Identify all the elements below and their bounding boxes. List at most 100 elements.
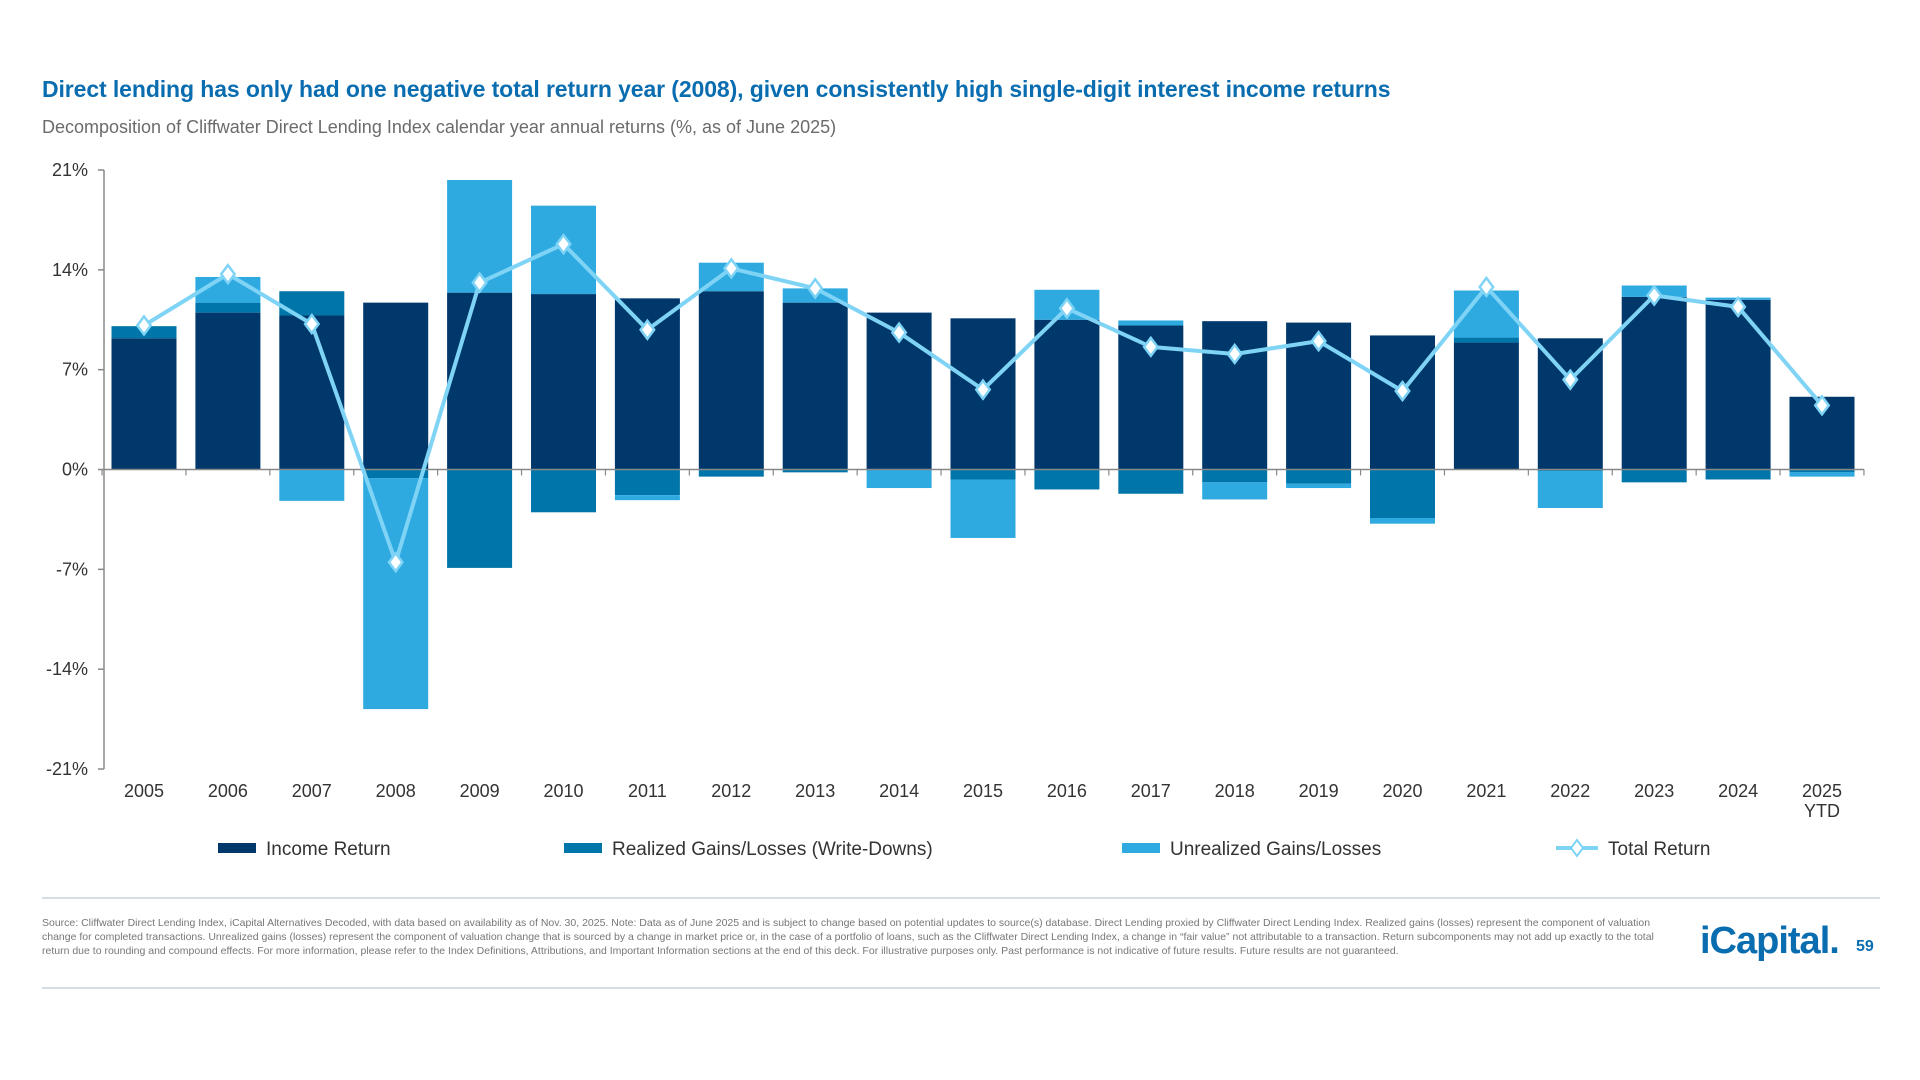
bar-segment-realized-gains-losses-write-downs-	[1118, 469, 1184, 494]
x-tick-label: 2006	[208, 781, 248, 801]
bar-segment-unrealized-gains-losses	[950, 479, 1016, 538]
x-tick-label: 2005	[124, 781, 164, 801]
x-tick-label: 2010	[543, 781, 583, 801]
bar-segment-income-return	[1705, 299, 1771, 470]
bar-segment-realized-gains-losses-write-downs-	[195, 302, 261, 313]
footnote: Source: Cliffwater Direct Lending Index,…	[42, 917, 1654, 957]
total-return-marker	[135, 314, 153, 337]
x-tick-label: 2021	[1466, 781, 1506, 801]
x-tick-label: 2023	[1634, 781, 1674, 801]
x-tick-label: YTD	[1804, 801, 1840, 821]
bar-segment-realized-gains-losses-write-downs-	[1621, 469, 1687, 483]
x-tick-label: 2024	[1718, 781, 1758, 801]
bar-segment-unrealized-gains-losses	[279, 469, 345, 501]
total-return-marker	[1310, 330, 1327, 353]
bar-segment-realized-gains-losses-write-downs-	[1286, 469, 1352, 484]
bar-segment-unrealized-gains-losses	[1537, 470, 1603, 509]
bar-segment-realized-gains-losses-write-downs-	[1705, 469, 1771, 480]
bar-segment-realized-gains-losses-write-downs-	[950, 469, 1016, 480]
bar-segment-realized-gains-losses-write-downs-	[614, 469, 680, 496]
bar-segment-income-return	[1621, 296, 1687, 470]
total-return-marker	[1226, 342, 1244, 366]
bar-segment-income-return	[782, 302, 848, 470]
legend-label: Income Return	[266, 839, 391, 860]
legend-swatch	[564, 843, 602, 853]
legend-label: Unrealized Gains/Losses	[1170, 839, 1381, 860]
total-return-marker	[1813, 394, 1831, 417]
bar-segment-unrealized-gains-losses	[1202, 482, 1268, 500]
total-return-marker	[1478, 275, 1495, 299]
bar-segment-income-return	[111, 338, 177, 470]
stacked-bar-chart: 21% 14% 7% 0% -7% -14% -21% 2005 2006 2007 2008 200…	[46, 160, 1865, 860]
page-title: Direct lending has only had one negative…	[42, 76, 1391, 102]
bar-segment-realized-gains-losses-write-downs-	[1202, 469, 1268, 483]
bar-segment-income-return	[1453, 342, 1519, 470]
divider-bottom	[42, 987, 1880, 989]
legend-swatch	[218, 843, 256, 853]
total-return-marker	[639, 318, 656, 341]
total-return-marker	[1394, 379, 1411, 403]
x-tick-label: 2015	[963, 781, 1003, 801]
bar-segment-unrealized-gains-losses	[866, 469, 932, 489]
bar-segment-income-return	[279, 315, 345, 470]
total-return-marker	[555, 233, 572, 256]
bar-segment-realized-gains-losses-write-downs-	[782, 469, 848, 473]
bar-segment-unrealized-gains-losses	[363, 478, 429, 710]
total-return-marker	[471, 271, 488, 294]
total-return-marker	[1561, 368, 1579, 391]
total-return-marker	[1729, 295, 1747, 318]
total-return-marker	[303, 312, 321, 336]
y-tick-label: 21%	[52, 160, 88, 180]
legend-swatch	[1122, 843, 1160, 853]
y-tick-label: 0%	[62, 460, 88, 480]
x-tick-label: 2022	[1550, 781, 1590, 801]
bar-segment-income-return	[531, 294, 596, 470]
y-tick-label: -7%	[56, 559, 88, 579]
bar-segment-income-return	[447, 292, 513, 470]
x-tick-label: 2009	[460, 781, 500, 801]
bar-segment-income-return	[195, 312, 261, 470]
x-tick-label: 2018	[1215, 781, 1255, 801]
y-tick-label: 14%	[52, 260, 88, 280]
icapital-logo: iCapital.	[1700, 920, 1840, 962]
bar-segment-unrealized-gains-losses	[1118, 320, 1184, 326]
total-return-marker	[219, 263, 237, 286]
page-subtitle: Decomposition of Cliffwater Direct Lendi…	[42, 117, 837, 137]
bar-segment-income-return	[1034, 319, 1100, 470]
bar-segment-realized-gains-losses-write-downs-	[531, 469, 596, 513]
x-tick-label: 2025	[1802, 781, 1842, 801]
x-tick-label: 2012	[711, 781, 751, 801]
bar-segment-realized-gains-losses-write-downs-	[1370, 469, 1435, 518]
x-tick-label: 2020	[1382, 781, 1422, 801]
bar-segment-unrealized-gains-losses	[1370, 517, 1435, 524]
y-tick-label: 7%	[62, 360, 88, 380]
legend-label: Total Return	[1608, 839, 1710, 860]
x-tick-label: 2011	[628, 781, 667, 801]
total-return-marker	[890, 321, 908, 344]
total-return-marker	[1058, 297, 1076, 320]
total-return-marker	[1645, 284, 1663, 307]
bar-segment-income-return	[1370, 335, 1435, 470]
bar-segment-realized-gains-losses-write-downs-	[1453, 337, 1519, 343]
legend-marker	[1569, 838, 1585, 858]
total-return-marker	[974, 378, 992, 401]
total-return-marker	[806, 277, 824, 300]
total-return-marker	[387, 551, 405, 574]
bar-segment-income-return	[363, 302, 429, 470]
bar-segment-realized-gains-losses-write-downs-	[363, 469, 429, 479]
bar-segment-realized-gains-losses-write-downs-	[447, 469, 513, 568]
x-tick-label: 2014	[879, 781, 919, 801]
x-tick-label: 2007	[292, 781, 332, 801]
y-tick-label: -21%	[46, 759, 88, 779]
bar-segment-realized-gains-losses-write-downs-	[1789, 469, 1855, 473]
bar-segment-realized-gains-losses-write-downs-	[1034, 469, 1100, 490]
x-tick-label: 2013	[795, 781, 835, 801]
x-tick-label: 2016	[1047, 781, 1087, 801]
total-return-marker	[722, 257, 740, 280]
bar-segment-realized-gains-losses-write-downs-	[698, 469, 764, 477]
total-return-marker	[1142, 335, 1160, 358]
page-number: 59	[1856, 938, 1874, 955]
x-tick-label: 2017	[1131, 781, 1171, 801]
x-tick-label: 2019	[1299, 781, 1339, 801]
y-tick-label: -14%	[46, 659, 88, 679]
